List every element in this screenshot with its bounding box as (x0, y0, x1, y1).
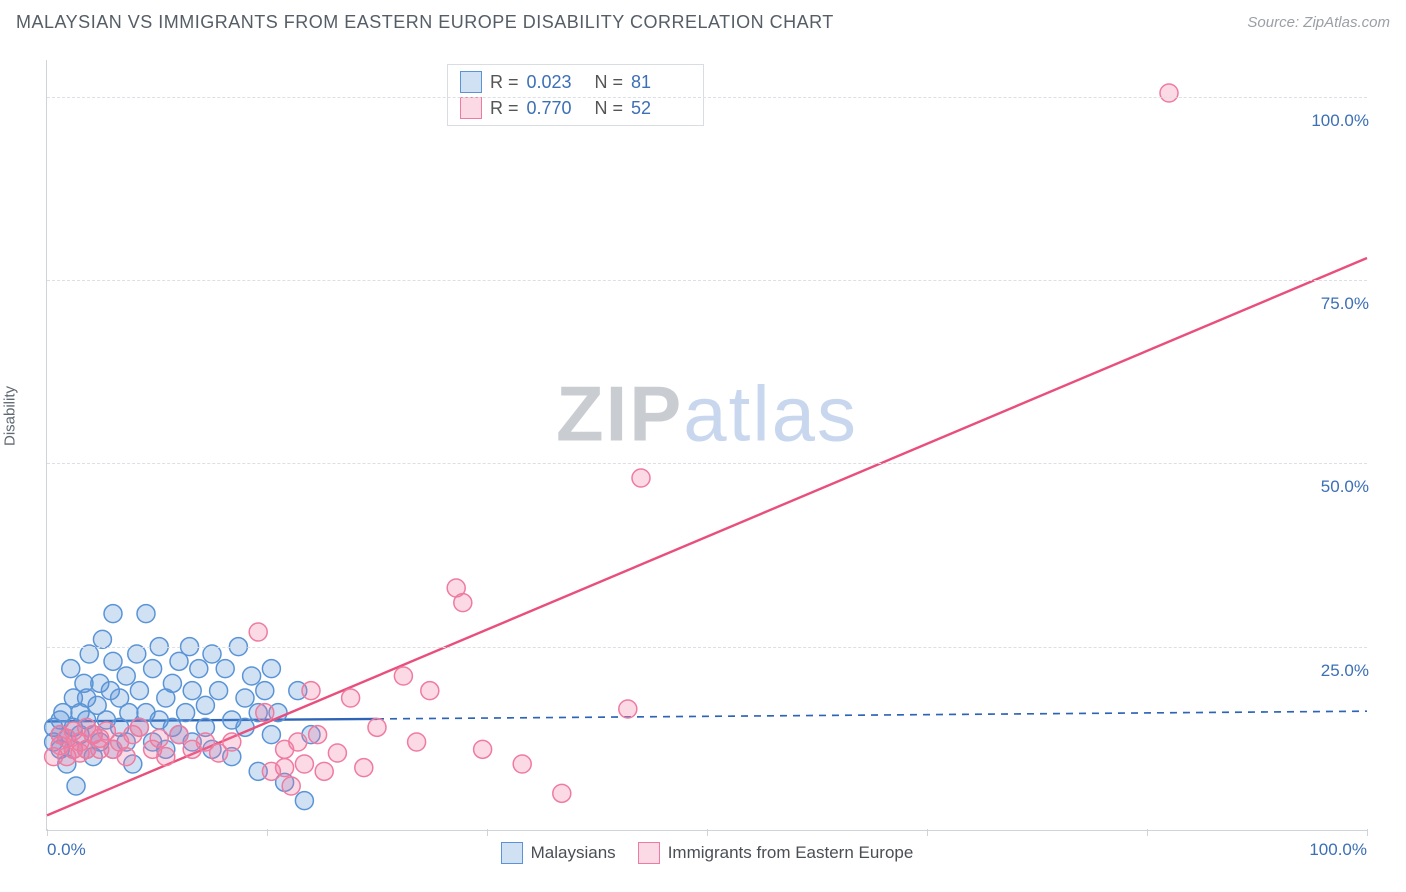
plot-area: ZIPatlas R = 0.023 N = 81 R = 0.770 N = … (46, 60, 1367, 831)
x-tick (1367, 829, 1368, 836)
stats-row-series-0: R = 0.023 N = 81 (460, 69, 691, 95)
y-tick-label: 100.0% (1289, 111, 1369, 131)
n-value-series-0: 81 (631, 72, 691, 93)
x-tick (927, 829, 928, 836)
r-label: R = (490, 72, 519, 93)
chart-title: MALAYSIAN VS IMMIGRANTS FROM EASTERN EUR… (16, 12, 834, 33)
gridline-h (47, 463, 1367, 464)
swatch-series-0-legend (501, 842, 523, 864)
y-tick-label: 25.0% (1289, 661, 1369, 681)
gridline-h (47, 97, 1367, 98)
gridline-h (47, 280, 1367, 281)
correlation-stats-box: R = 0.023 N = 81 R = 0.770 N = 52 (447, 64, 704, 126)
y-tick-label: 75.0% (1289, 294, 1369, 314)
legend-label-series-1: Immigrants from Eastern Europe (668, 843, 914, 863)
y-axis-label: Disability (2, 386, 19, 446)
y-tick-label: 50.0% (1289, 477, 1369, 497)
x-tick (487, 829, 488, 836)
swatch-series-1 (460, 97, 482, 119)
legend-item-series-0: Malaysians (501, 842, 616, 864)
gridline-h (47, 647, 1367, 648)
legend-item-series-1: Immigrants from Eastern Europe (638, 842, 914, 864)
source-prefix: Source: (1247, 14, 1303, 31)
x-tick (707, 829, 708, 836)
legend-label-series-0: Malaysians (531, 843, 616, 863)
swatch-series-1-legend (638, 842, 660, 864)
stats-row-series-1: R = 0.770 N = 52 (460, 95, 691, 121)
source-link[interactable]: ZipAtlas.com (1303, 14, 1390, 31)
n-label: N = (595, 72, 624, 93)
series-legend: Malaysians Immigrants from Eastern Europ… (47, 842, 1367, 864)
r-value-series-1: 0.770 (527, 98, 587, 119)
r-value-series-0: 0.023 (527, 72, 587, 93)
source-attribution: Source: ZipAtlas.com (1247, 14, 1390, 31)
chart-svg (47, 60, 1367, 830)
x-tick (47, 829, 48, 836)
n-value-series-1: 52 (631, 98, 691, 119)
swatch-series-0 (460, 71, 482, 93)
x-tick (1147, 829, 1148, 836)
n-label: N = (595, 98, 624, 119)
r-label: R = (490, 98, 519, 119)
x-tick (267, 829, 268, 836)
